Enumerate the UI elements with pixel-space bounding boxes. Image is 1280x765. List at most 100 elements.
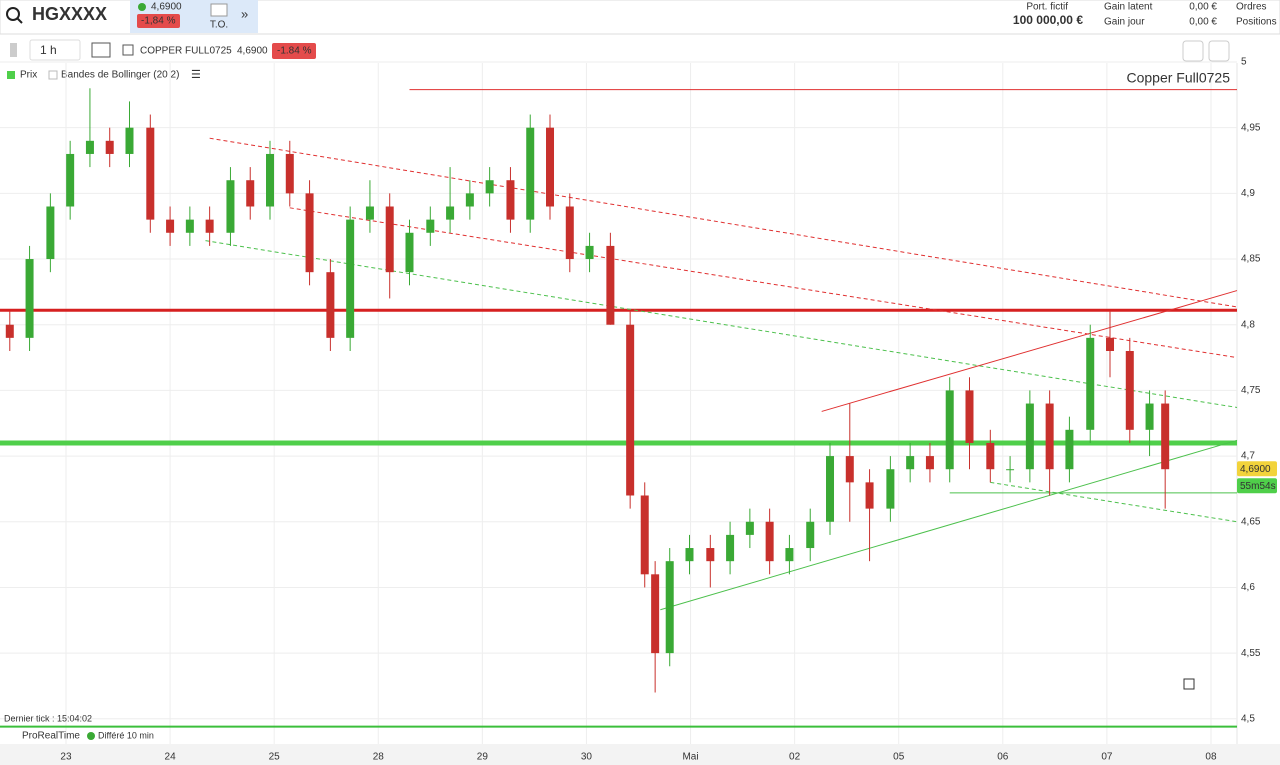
candle-body [826,456,835,522]
change-badge [137,14,180,28]
info-icon[interactable] [122,44,134,56]
to-label[interactable]: T.O. [210,20,228,31]
candle-body [305,193,314,273]
candle-body [565,206,574,260]
x-tick-label: 28 [373,752,385,763]
positions[interactable]: Positions [1236,17,1277,28]
candle-body [706,548,715,562]
delay: Différé 10 min [98,730,154,740]
y-tick-label: 4,6 [1241,582,1255,593]
candle-body [246,180,255,207]
trend-line [209,137,1238,308]
candle-body [651,574,660,654]
window-button[interactable] [1208,40,1230,62]
timer-badge [1237,478,1277,494]
to-icon[interactable] [210,3,228,17]
candle-body [426,219,435,233]
y-tick-label: 4,55 [1241,648,1261,659]
candle-body [845,456,854,483]
expand[interactable]: » [241,6,248,21]
candle-body [66,153,75,207]
y-tick-label: 4,95 [1241,122,1261,133]
y-tick-label: 4,7 [1241,451,1255,462]
candle-body [886,469,895,509]
gain-latent-value: 0,00 € [1189,2,1217,13]
info-button[interactable] [1183,678,1195,690]
quote-price: 4,6900 [151,2,182,13]
y-tick-label: 4,5 [1241,713,1255,724]
x-tick-label: 06 [997,752,1009,763]
candle-body [1065,429,1074,470]
candle-body [1086,337,1095,430]
plot: 4,5 4,55 4,6 4,65 4,7 4,75 4,8 4,85 4,9 4,95 5 23 24… [0,57,1280,765]
search-icon-handle [16,17,23,24]
x-tick-label: 24 [165,752,177,763]
symbol[interactable]: HGXXXX [32,4,107,24]
orders[interactable]: Ordres [1236,2,1267,13]
gain-jour-value: 0,00 € [1189,17,1217,28]
x-tick-label: 29 [477,752,489,763]
candle-body [326,272,335,338]
x-tick-label: 25 [269,752,281,763]
trend-line [821,290,1238,412]
x-tick-label: 08 [1205,752,1217,763]
candle-body [125,127,134,154]
candle-body [785,548,794,562]
candle-body [405,232,414,273]
x-tick-label: Mai [682,752,698,763]
candle-body [1125,350,1134,430]
candle-body [465,193,474,207]
toolbar-change: -1.84 % [277,46,312,57]
candle-body [506,180,515,220]
candle-body [365,206,374,220]
candle-body [765,521,774,562]
candle-body [1106,337,1115,351]
toolbar-change-badge [272,43,316,59]
candle-body [865,482,874,509]
candle-body [726,534,735,562]
candle-body [925,456,934,470]
x-tick-label: 07 [1101,752,1113,763]
y-tick-label: 4,65 [1241,516,1261,527]
candle-body [806,521,815,549]
tools-button[interactable] [1182,40,1204,62]
chart-type-icon[interactable] [91,42,111,58]
legend-item[interactable]: Prix [20,70,37,81]
candle-body [5,324,14,338]
candle-body [1006,469,1015,471]
candle-body [965,390,974,443]
candle-body [986,442,995,470]
search-icon[interactable] [6,7,20,21]
gain-latent-label: Gain latent [1104,2,1153,13]
candle-body [266,153,275,207]
x-tick-label: 23 [60,752,72,763]
legend-menu[interactable]: ☰ [191,69,201,81]
candle-body [25,259,34,338]
candle-body [226,180,235,233]
y-tick-label: 4,8 [1241,319,1255,330]
price-badge [1237,461,1277,477]
interval-select[interactable] [29,39,81,61]
interval[interactable]: 1 h [40,43,57,57]
portfolio-value: 100 000,00 € [1013,13,1083,27]
timer: 55m54s [1240,481,1276,492]
candle-body [1045,403,1054,470]
legend-swatch [7,71,15,79]
y-tick-label: 4,9 [1241,188,1255,199]
candle-body [606,245,615,325]
brand: ProRealTime [22,731,80,742]
x-tick-label: 30 [581,752,593,763]
candle-body [185,219,194,233]
instrument: COPPER FULL0725 [140,46,232,57]
candle-body [640,495,649,575]
quote-change: -1,84 % [141,16,176,27]
gain-jour-label: Gain jour [1104,17,1145,28]
candle-body [485,180,494,194]
price-label: 4,6900 [1240,464,1271,475]
candle-body [546,127,555,207]
candle-body [1145,403,1154,430]
legend-item[interactable]: Bandes de Bollinger (20 2) [61,70,179,81]
candle-body [166,219,175,233]
